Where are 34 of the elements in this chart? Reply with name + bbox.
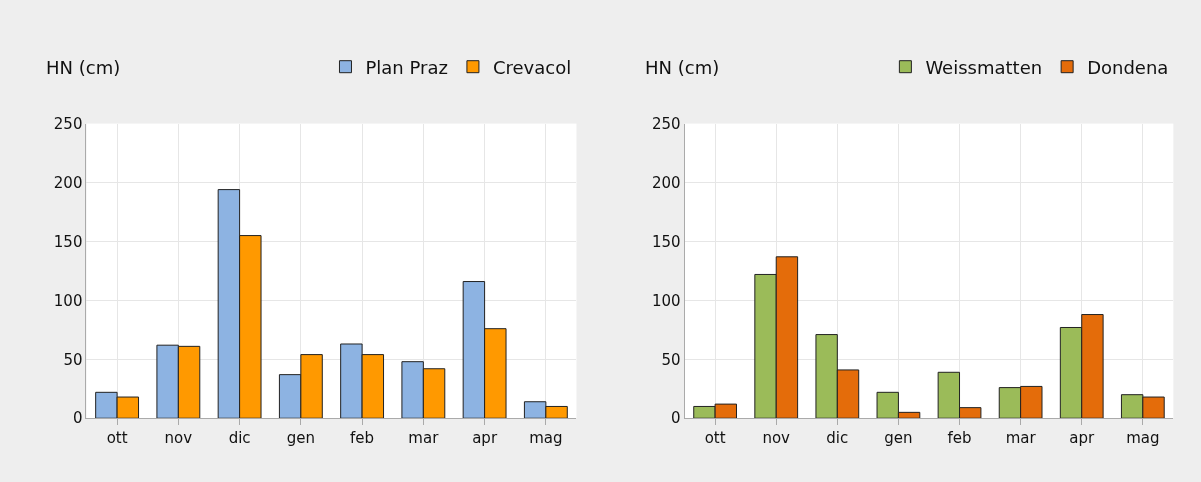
y-tick-label: 50	[661, 350, 681, 369]
y-tick-label: 0	[671, 409, 681, 428]
y-tick-label: 200	[53, 173, 83, 192]
x-tick-label: mag	[1126, 429, 1160, 448]
x-tick-label: feb	[350, 429, 375, 448]
x-tick-label: gen	[286, 429, 315, 448]
x-tick-label: ott	[704, 429, 726, 448]
y-tick-label: 0	[72, 409, 83, 428]
y-tick-label: 50	[63, 350, 83, 369]
legend-label: Plan Praz	[365, 56, 448, 78]
legend-label: Crevacol	[492, 56, 572, 78]
y-tick-label: 100	[53, 291, 83, 310]
x-tick-label: gen	[884, 429, 913, 448]
x-tick-label: dic	[228, 429, 251, 448]
y-tick-label: 250	[651, 114, 681, 133]
y-tick-label: 250	[53, 114, 83, 133]
x-tick-label: apr	[1069, 429, 1095, 448]
x-tick-label: dic	[826, 429, 849, 448]
x-tick-label: mag	[529, 429, 563, 448]
y-tick-label: 200	[651, 173, 681, 192]
y-tick-label: 150	[651, 232, 681, 251]
legend-label: Weissmatten	[925, 56, 1043, 78]
y-tick-label: 150	[53, 232, 83, 251]
legend-label: Dondena	[1087, 56, 1169, 78]
x-tick-label: mar	[1005, 429, 1037, 448]
y-axis-title: HN (cm)	[46, 57, 121, 78]
y-tick-label: 100	[651, 291, 681, 310]
x-tick-label: mar	[408, 429, 440, 448]
x-tick-label: nov	[762, 429, 791, 448]
x-tick-label: ott	[106, 429, 128, 448]
x-tick-label: nov	[164, 429, 193, 448]
x-tick-label: feb	[947, 429, 972, 448]
y-axis-title: HN (cm)	[645, 57, 720, 78]
x-tick-label: apr	[472, 429, 498, 448]
